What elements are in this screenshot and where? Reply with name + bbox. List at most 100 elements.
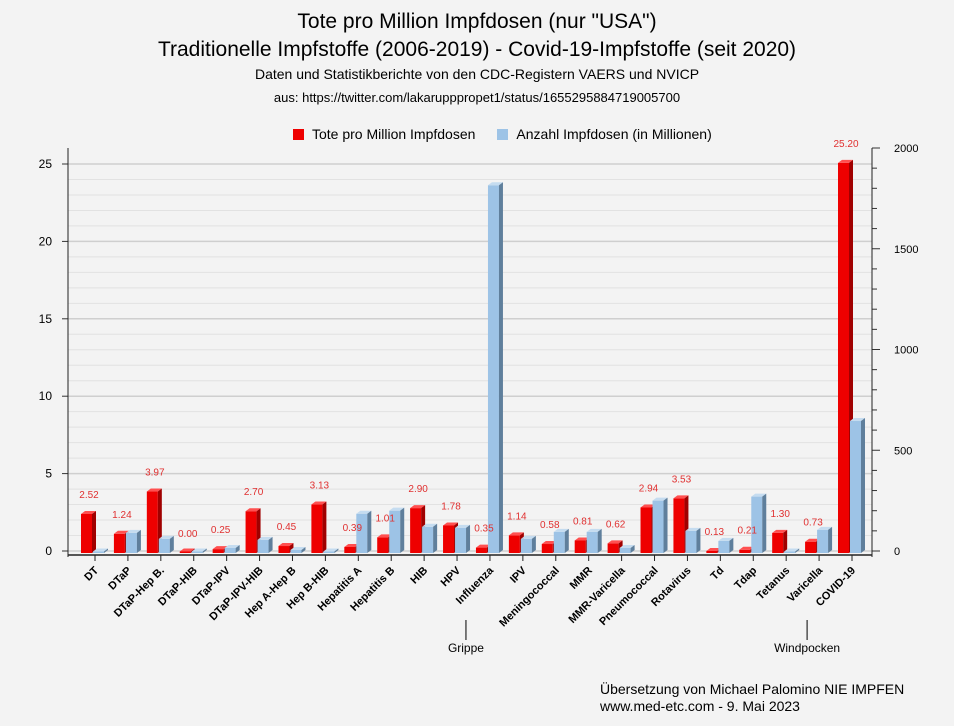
bar-deaths	[344, 546, 356, 553]
bar-deaths	[508, 535, 520, 553]
bar-deaths	[81, 513, 92, 553]
data-label: 3.97	[145, 468, 165, 479]
bar-deaths	[410, 508, 422, 553]
x-tick-label: Meningococcal	[497, 565, 562, 630]
data-label: 2.52	[79, 490, 99, 501]
bar-doses-top	[586, 528, 602, 532]
data-label: 0.58	[540, 520, 560, 531]
bar-deaths-top	[179, 548, 195, 552]
bar-doses-top	[323, 548, 339, 552]
bar-doses-side	[597, 528, 602, 553]
bar-doses	[356, 513, 368, 553]
bar-deaths-top	[706, 547, 722, 551]
legend-swatch-red	[293, 128, 304, 140]
footer: Übersetzung von Michael Palomino NIE IMP…	[600, 681, 904, 715]
bar-deaths	[278, 546, 290, 553]
bar-deaths-top	[278, 543, 294, 547]
bar-doses	[487, 185, 499, 553]
bar-doses-side	[334, 548, 339, 553]
bar-doses-side	[630, 544, 635, 553]
bar-deaths	[838, 162, 849, 554]
bar-doses-side	[268, 536, 273, 553]
bar-doses-top	[520, 535, 536, 539]
bar-doses-top	[619, 544, 635, 548]
data-label: 0.00	[178, 529, 198, 540]
data-label: 3.53	[672, 474, 692, 485]
bar-doses-side	[729, 537, 734, 553]
data-label: 0.35	[474, 524, 494, 535]
bar-deaths	[541, 544, 553, 553]
bar-deaths-top	[673, 495, 689, 499]
data-label: 2.70	[244, 487, 264, 498]
data-label: 25.20	[833, 139, 858, 150]
bar-deaths-top	[410, 505, 426, 509]
bar-doses-top	[257, 536, 273, 540]
y-left-tick-label: 15	[39, 312, 53, 326]
bar-deaths-top	[146, 488, 162, 492]
legend-label: Anzahl Impfdosen (in Millionen)	[516, 126, 712, 142]
bar-deaths	[574, 540, 586, 553]
bar-doses-side	[367, 510, 372, 553]
y-right-tick-label: 1000	[894, 345, 918, 357]
bar-deaths-side	[92, 510, 96, 553]
bar-doses	[158, 538, 170, 553]
bar-deaths	[179, 551, 191, 553]
bar-deaths	[739, 549, 751, 553]
bar-deaths-top	[640, 504, 656, 508]
annotation-label: Windpocken	[774, 641, 840, 655]
bar-doses	[93, 551, 104, 553]
bar-deaths	[475, 547, 487, 553]
data-label: 1.24	[112, 510, 132, 521]
bar-deaths-top	[772, 529, 788, 533]
bar-doses-top	[487, 182, 503, 186]
bar-doses	[520, 538, 532, 553]
data-label: 0.73	[803, 518, 823, 529]
bar-doses	[422, 526, 434, 553]
data-label: 0.45	[277, 522, 297, 533]
bar-doses-top	[290, 546, 306, 550]
bar-deaths	[772, 532, 784, 553]
bar-doses	[652, 500, 664, 553]
legend-label: Tote pro Million Impfdosen	[312, 126, 476, 142]
bar-doses-top	[224, 544, 240, 548]
bar-doses-side	[202, 548, 207, 553]
x-tick-label: MMR	[568, 565, 595, 592]
bar-deaths-top	[508, 532, 524, 536]
y-left-tick-label: 0	[45, 544, 52, 558]
data-label: 2.90	[408, 484, 428, 495]
bar-deaths	[607, 543, 619, 553]
bar-deaths	[113, 533, 125, 553]
bar-deaths	[311, 504, 323, 553]
bar-doses-top	[784, 548, 800, 552]
bar-deaths-top	[475, 544, 491, 548]
y-left-tick-label: 5	[45, 467, 52, 481]
bar-deaths-top	[113, 530, 129, 534]
bar-doses-side	[564, 528, 569, 553]
bar-doses-top	[389, 507, 405, 511]
bar-deaths-top	[81, 510, 96, 514]
bar-deaths	[640, 507, 652, 553]
data-label: 3.13	[310, 481, 330, 492]
data-label: 0.81	[573, 516, 593, 527]
y-right-tick-label: 2000	[894, 143, 918, 155]
bar-doses-side	[136, 529, 141, 553]
bar-deaths	[443, 525, 455, 553]
bar-doses-top	[455, 524, 471, 528]
bar-deaths-top	[443, 522, 459, 526]
bar-doses-side	[762, 493, 767, 553]
legend: Tote pro Million Impfdosen Anzahl Impfdo…	[293, 126, 712, 142]
bar-deaths	[212, 549, 224, 553]
y-left-tick-label: 25	[39, 157, 53, 171]
bar-doses-top	[751, 493, 767, 497]
bar-doses-side	[828, 526, 833, 553]
chart-source: Daten und Statistikberichte von den CDC-…	[254, 66, 700, 82]
x-tick-label: Tdap	[732, 564, 759, 591]
bar-deaths-side	[157, 488, 162, 553]
bar-deaths	[377, 537, 389, 553]
bar-doses	[784, 551, 796, 553]
footer-website-date: www.med-etc.com - 9. Mai 2023	[600, 698, 800, 714]
y-left-tick-label: 20	[39, 234, 53, 248]
bar-doses-top	[158, 535, 174, 539]
